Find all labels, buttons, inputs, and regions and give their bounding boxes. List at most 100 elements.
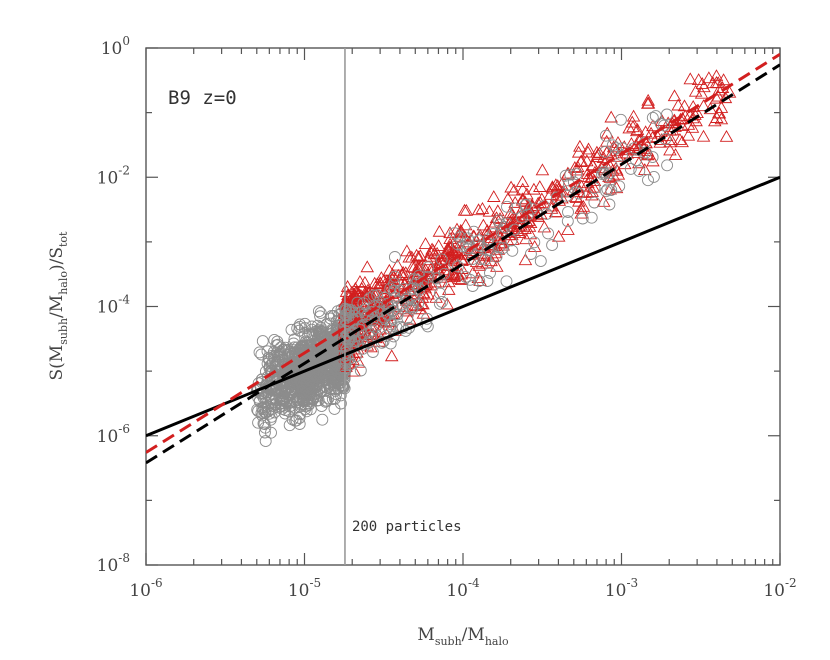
data-point xyxy=(297,376,310,388)
data-point xyxy=(407,260,421,273)
data-point xyxy=(476,218,491,231)
data-point xyxy=(572,194,586,207)
data-point xyxy=(381,307,394,320)
data-point xyxy=(263,407,276,420)
data-point xyxy=(271,364,284,377)
data-point xyxy=(633,165,646,177)
data-point xyxy=(647,170,660,183)
data-point xyxy=(325,309,338,322)
data-point xyxy=(260,396,273,409)
data-point xyxy=(473,275,486,288)
data-point xyxy=(438,263,453,276)
data-point xyxy=(610,149,625,162)
data-point xyxy=(258,426,271,439)
data-point xyxy=(384,270,399,283)
data-point xyxy=(537,220,552,233)
data-point xyxy=(435,253,448,266)
data-point xyxy=(527,182,541,195)
data-point xyxy=(400,304,415,317)
data-point xyxy=(479,253,492,266)
data-point xyxy=(594,161,608,174)
data-point xyxy=(515,211,528,224)
data-point xyxy=(391,308,404,321)
dashed-red-fit xyxy=(146,52,780,454)
data-point xyxy=(466,266,480,279)
data-point xyxy=(515,175,530,187)
data-point xyxy=(549,178,563,191)
data-point xyxy=(581,145,595,158)
data-point xyxy=(312,394,325,407)
data-point xyxy=(459,203,474,216)
x-tick-label: 10-3 xyxy=(605,576,638,601)
data-point xyxy=(570,163,585,176)
data-point xyxy=(348,281,363,294)
fit-lines xyxy=(146,52,780,465)
data-point xyxy=(625,115,640,128)
data-point xyxy=(613,180,626,193)
data-point xyxy=(484,266,496,279)
data-point xyxy=(328,402,341,415)
data-point xyxy=(564,168,577,181)
data-point xyxy=(551,229,566,242)
data-point xyxy=(293,390,306,403)
data-point xyxy=(362,327,375,340)
data-point xyxy=(574,154,589,167)
data-point xyxy=(291,322,304,335)
data-point xyxy=(275,341,287,354)
data-point xyxy=(266,366,279,379)
data-point xyxy=(319,374,332,387)
data-point xyxy=(405,260,420,273)
data-point xyxy=(388,251,401,263)
data-point xyxy=(491,204,505,217)
data-point xyxy=(585,188,599,201)
data-point xyxy=(630,123,645,135)
data-point xyxy=(413,249,428,262)
data-point xyxy=(411,261,425,274)
data-point xyxy=(460,237,473,250)
data-point xyxy=(596,194,611,207)
data-point xyxy=(430,246,444,259)
data-point xyxy=(683,72,698,85)
data-point xyxy=(400,244,414,257)
x-tick-label: 10-5 xyxy=(288,576,321,601)
data-point xyxy=(545,180,560,193)
data-point xyxy=(300,377,313,390)
data-point xyxy=(431,272,444,285)
data-point xyxy=(271,335,284,348)
data-point xyxy=(535,163,550,176)
data-point xyxy=(407,301,419,313)
data-point xyxy=(418,237,433,249)
data-point xyxy=(472,239,485,252)
data-point xyxy=(466,280,479,292)
data-point xyxy=(288,333,301,346)
data-point xyxy=(473,274,487,286)
data-point xyxy=(549,205,563,218)
data-point xyxy=(386,269,401,282)
data-point xyxy=(357,297,370,310)
y-tick-label: 10-6 xyxy=(97,422,130,447)
data-point xyxy=(624,162,637,175)
series-triangle xyxy=(338,69,737,377)
data-point xyxy=(475,202,490,214)
data-point xyxy=(542,227,555,240)
data-point xyxy=(640,96,655,109)
data-point xyxy=(642,174,654,187)
data-point xyxy=(709,69,724,82)
data-point xyxy=(703,102,718,115)
data-point xyxy=(454,231,466,244)
data-point xyxy=(452,260,464,273)
data-point xyxy=(646,154,660,167)
data-point xyxy=(658,119,671,132)
data-point xyxy=(487,228,500,240)
data-point xyxy=(576,212,589,225)
solid-black-fit xyxy=(146,175,780,438)
data-point xyxy=(317,357,330,370)
data-point xyxy=(533,180,547,192)
data-point xyxy=(474,253,487,265)
data-point xyxy=(337,379,350,392)
data-point xyxy=(638,163,652,175)
data-point xyxy=(409,248,424,261)
data-point xyxy=(384,337,397,350)
data-point xyxy=(457,203,472,216)
